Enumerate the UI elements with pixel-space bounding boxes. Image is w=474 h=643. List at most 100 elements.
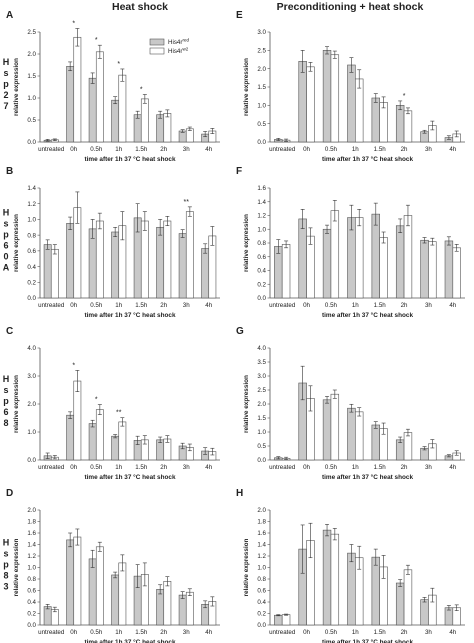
bar-series-1 — [347, 64, 356, 143]
x-tick-label: 2h — [401, 146, 408, 153]
y-tick-label: 3.0 — [257, 29, 266, 36]
x-tick-label: 1.5h — [135, 629, 148, 636]
gene-label-char: s — [3, 385, 8, 395]
x-tick-label: 0h — [303, 629, 310, 636]
legend-label: His4rred — [168, 38, 189, 47]
bar-series-1 — [66, 66, 75, 143]
y-tick-label: 2.0 — [257, 66, 266, 73]
y-tick-label: 2.0 — [257, 401, 266, 408]
bar-series-2 — [73, 36, 82, 143]
y-tick-label: 1.6 — [257, 185, 266, 192]
y-tick-label: 1.2 — [27, 201, 36, 208]
panel-letter: E — [236, 10, 243, 21]
x-tick-label: untreated — [269, 629, 296, 636]
bar-series-1 — [420, 239, 429, 299]
y-tick-label: 2.0 — [257, 507, 266, 514]
gene-label-char: H — [3, 57, 10, 67]
gene-label-char: H — [3, 538, 10, 548]
x-tick-label: 3h — [183, 629, 190, 636]
gene-label-char: H — [3, 374, 10, 384]
significance-mark: ** — [116, 410, 122, 417]
y-tick-label: 0.0 — [27, 457, 36, 464]
bar-series-1 — [347, 552, 356, 626]
bar-series-2 — [330, 210, 340, 299]
x-tick-label: 4h — [449, 302, 456, 309]
y-tick-label: 0.2 — [27, 611, 36, 618]
x-tick-label: 1.5h — [374, 464, 387, 471]
bar-series-2 — [355, 217, 364, 299]
y-tick-label: 1.4 — [27, 542, 36, 549]
bar-series-2 — [403, 569, 413, 626]
bar-series-1 — [66, 414, 75, 461]
x-tick-label: 3h — [425, 146, 432, 153]
x-tick-label: 3h — [183, 146, 190, 153]
x-tick-label: 4h — [205, 464, 212, 471]
bar-series-2 — [73, 380, 82, 461]
bar-series-2 — [73, 536, 82, 626]
x-tick-label: 4h — [205, 302, 212, 309]
y-tick-label: 1.5 — [257, 415, 266, 422]
x-axis-title: time after 1h 37 °C heat shock — [322, 311, 413, 319]
panel-letter: G — [236, 326, 244, 337]
x-tick-label: untreated — [38, 302, 65, 309]
x-tick-label: 1h — [115, 629, 122, 636]
x-tick-label: 3h — [425, 629, 432, 636]
y-tick-label: 0.5 — [27, 117, 36, 124]
panel-letter: H — [236, 488, 243, 499]
bar-series-1 — [444, 240, 454, 299]
bar-series-1 — [88, 423, 97, 461]
y-tick-label: 3.0 — [27, 373, 36, 380]
gene-label-char: 8 — [3, 571, 8, 581]
y-tick-label: 0.0 — [27, 622, 36, 629]
significance-mark: * — [72, 362, 75, 369]
bar-series-2 — [403, 432, 413, 461]
x-axis-title: time after 1h 37 °C heat shock — [322, 473, 413, 481]
gene-label-char: s — [3, 68, 8, 78]
y-tick-label: 1.8 — [27, 519, 36, 526]
significance-mark: * — [140, 86, 143, 93]
x-tick-label: 4h — [449, 464, 456, 471]
y-tick-label: 1.8 — [257, 519, 266, 526]
bar-series-1 — [322, 50, 332, 143]
panel-letter: A — [6, 10, 13, 21]
legend-swatch — [149, 47, 165, 55]
x-tick-label: 4h — [205, 146, 212, 153]
bar-series-1 — [178, 233, 187, 299]
y-tick-label: 0.0 — [257, 295, 266, 302]
y-tick-label: 2.0 — [27, 401, 36, 408]
gene-label-char: s — [3, 219, 8, 229]
y-tick-label: 4.0 — [257, 345, 266, 352]
bar-series-2 — [306, 235, 315, 299]
y-tick-label: 4.0 — [27, 345, 36, 352]
x-tick-label: untreated — [38, 629, 65, 636]
y-tick-label: 1.0 — [27, 565, 36, 572]
x-tick-label: 1h — [352, 146, 359, 153]
x-axis-title: time after 1h 37 °C heat shock — [85, 638, 176, 643]
x-tick-label: 1.5h — [135, 464, 148, 471]
x-tick-label: 2h — [401, 629, 408, 636]
bar-series-1 — [111, 574, 120, 626]
bar-series-1 — [371, 556, 380, 626]
significance-mark: * — [117, 61, 120, 68]
y-tick-label: 1.0 — [257, 565, 266, 572]
x-tick-label: 0.5h — [325, 464, 338, 471]
y-tick-label: 2.5 — [27, 29, 36, 36]
x-tick-label: 0.5h — [90, 464, 103, 471]
column-title-heat-shock: Heat shock — [112, 1, 168, 13]
y-tick-label: 1.4 — [257, 199, 266, 206]
gene-label-char: H — [3, 208, 10, 218]
bar-series-2 — [379, 102, 388, 143]
bar-series-2 — [330, 393, 340, 461]
bar-series-1 — [133, 114, 142, 143]
x-tick-label: 0.5h — [90, 302, 103, 309]
y-tick-label: 1.4 — [27, 185, 36, 192]
y-tick-label: 1.0 — [27, 95, 36, 102]
gene-label-char: 7 — [3, 101, 8, 111]
x-axis-title: time after 1h 37 °C heat shock — [322, 155, 413, 163]
